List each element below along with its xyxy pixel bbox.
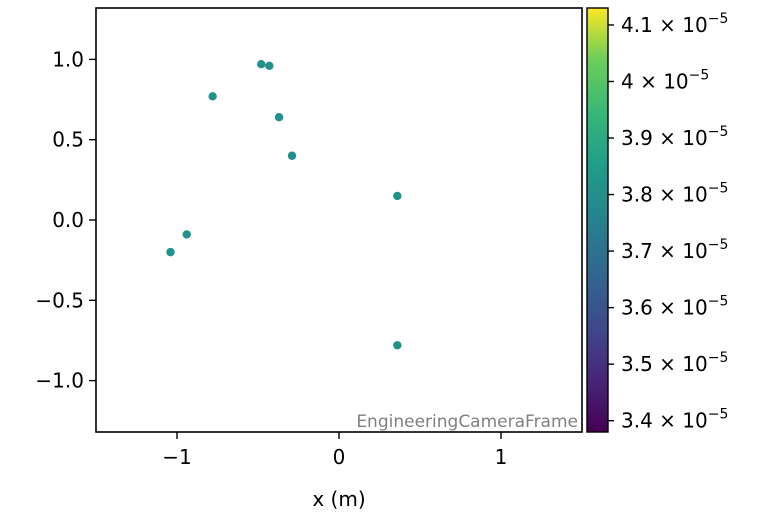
colorbar-tick-label: 3.4 × 10−5 (621, 407, 728, 433)
plot-area: EngineeringCameraFrame (95, 7, 583, 433)
watermark-label: EngineeringCameraFrame (356, 412, 578, 432)
colorbar-gradient (586, 7, 609, 433)
colorbar-tick-label: 3.7 × 10−5 (621, 237, 728, 263)
colorbar-tick-label: 3.6 × 10−5 (621, 294, 728, 320)
colorbar-tick-label: 3.8 × 10−5 (621, 181, 728, 207)
y-tick-label: −0.5 (35, 288, 84, 312)
data-point (287, 151, 297, 160)
data-point (393, 341, 402, 350)
x-tick-label: −1 (162, 445, 191, 469)
x-tick-label: 0 (333, 445, 346, 469)
data-point (274, 113, 284, 122)
colorbar-ticks: 3.4 × 10−5 3.5 × 10−5 3.6 × 10−5 3.7 × 10−5… (608, 11, 728, 433)
x-axis-label: x (m) (312, 487, 365, 511)
colorbar-tick-label: 4.1 × 10−5 (621, 11, 728, 37)
colorbar: 3.4 × 10−5 3.5 × 10−5 3.6 × 10−5 3.7 × 10−5… (586, 7, 728, 433)
colorbar-tick-label: 3.5 × 10−5 (621, 350, 728, 376)
data-point (182, 230, 191, 239)
x-tick-label: 1 (495, 445, 508, 469)
x-axis: −1 0 1 (162, 432, 507, 469)
y-tick-label: 0.0 (52, 208, 84, 232)
data-point (265, 61, 274, 71)
plot-frame (95, 7, 583, 433)
data-point (393, 191, 402, 201)
colorbar-tick-label: 4 × 10−5 (621, 67, 709, 93)
y-tick-label: 0.5 (52, 128, 84, 152)
scatter-points (166, 60, 402, 350)
y-axis: 1.0 0.5 0.0 −0.5 −1.0 (35, 47, 96, 393)
colorbar-tick-label: 3.9 × 10−5 (621, 124, 728, 150)
data-point (166, 247, 175, 257)
data-point (208, 92, 217, 101)
data-point (257, 60, 266, 69)
y-tick-label: −1.0 (35, 369, 84, 393)
y-tick-label: 1.0 (52, 47, 84, 71)
